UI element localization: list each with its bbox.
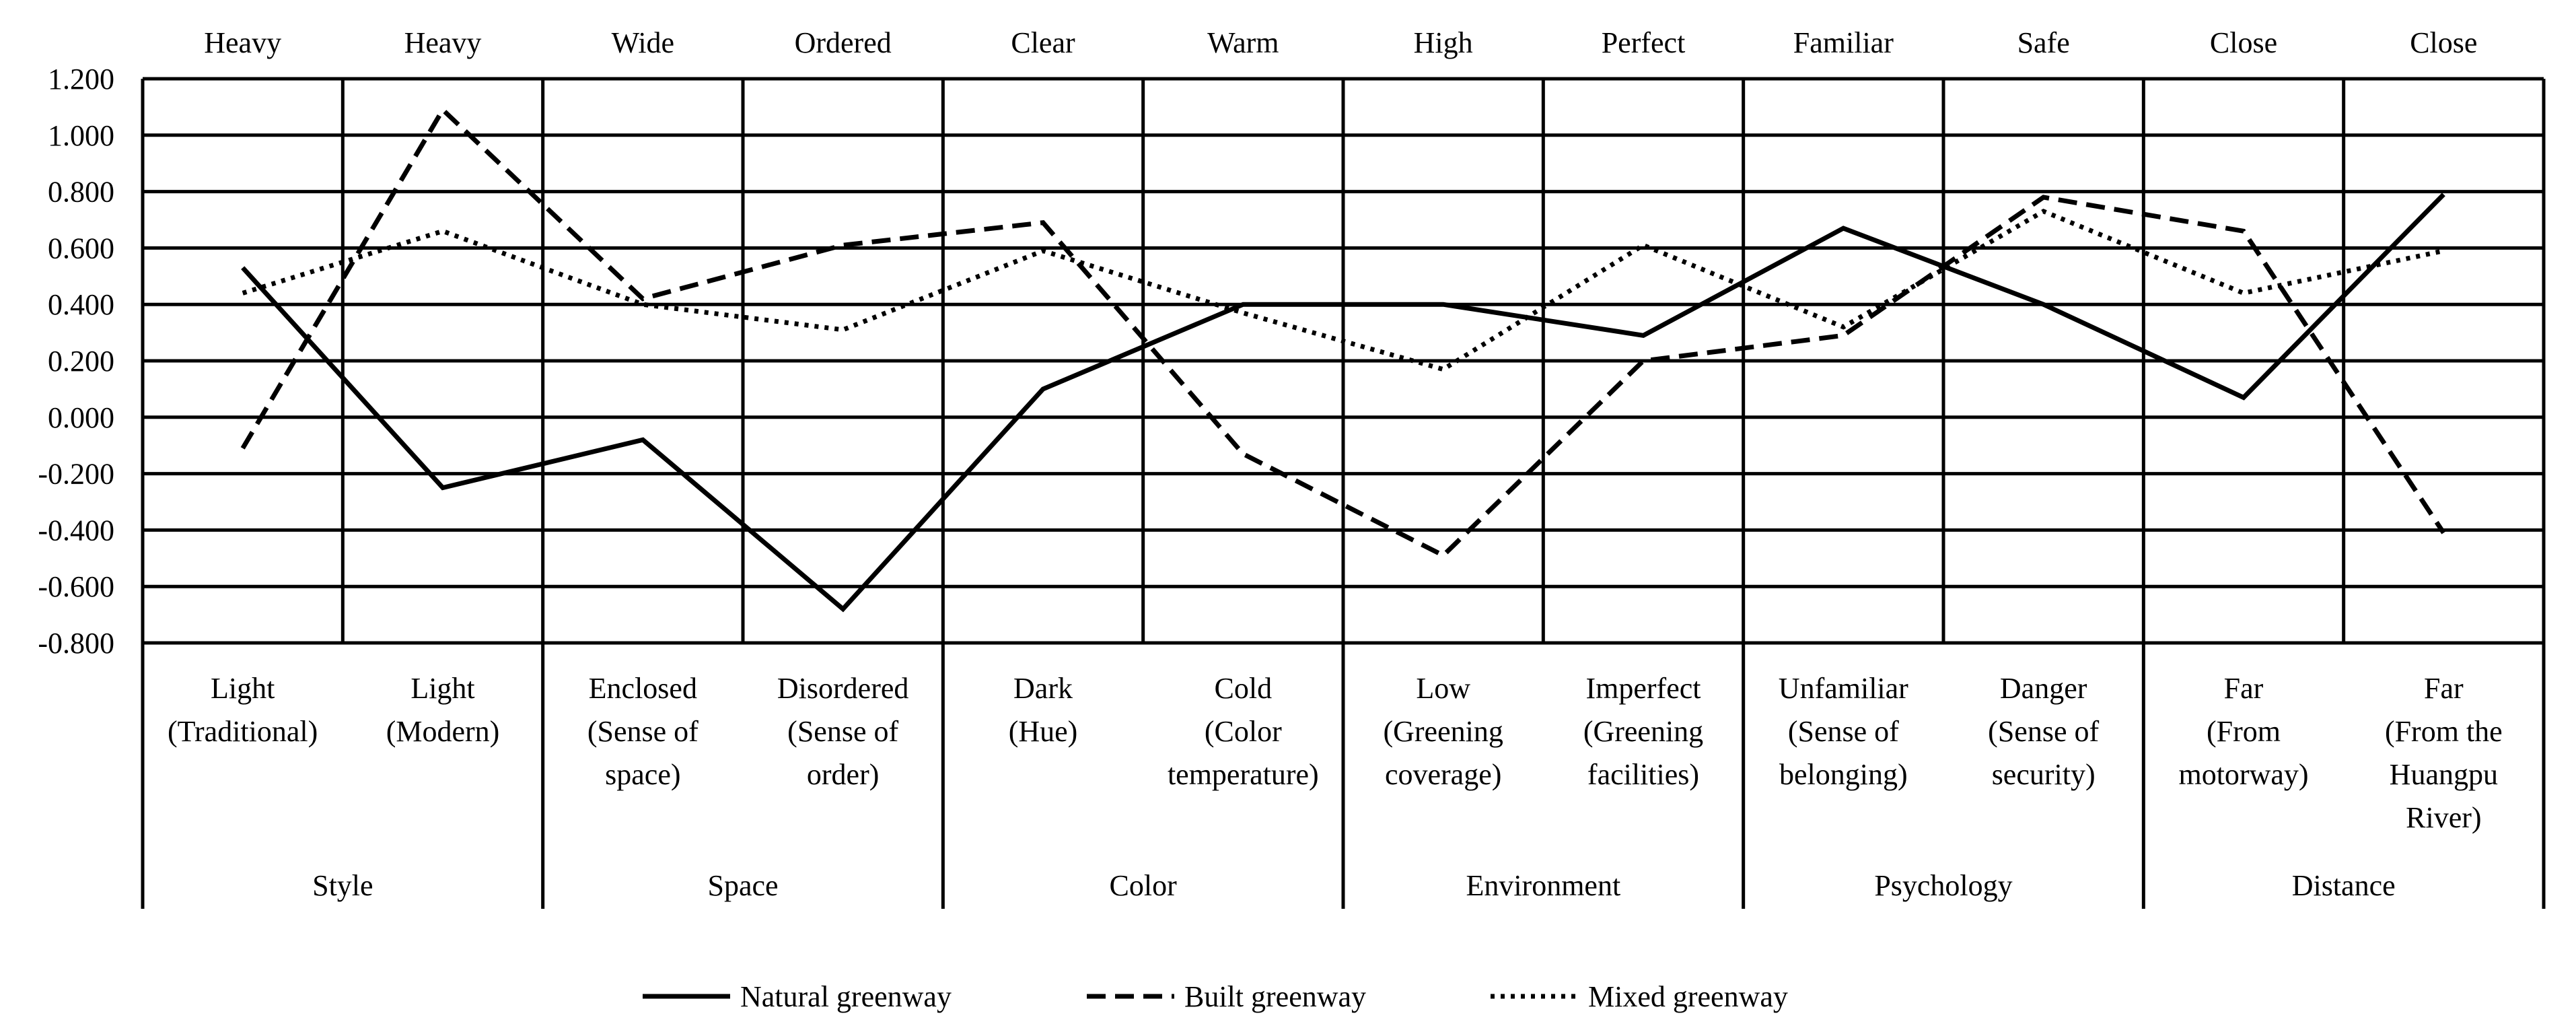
y-tick-label: 0.000 xyxy=(48,401,114,434)
bottom-label-line: order) xyxy=(807,758,880,791)
series-line-built-greenway xyxy=(240,106,2446,559)
group-label: Distance xyxy=(2292,869,2396,902)
bottom-label-line: Light xyxy=(211,672,275,705)
top-label: Close xyxy=(2210,26,2277,59)
top-label: Heavy xyxy=(204,26,281,59)
bottom-label-line: Huangpu xyxy=(2390,758,2498,791)
bottom-label-line: coverage) xyxy=(1385,758,1501,791)
top-pole-labels: Heavy Heavy Wide Ordered Clear Warm High Perfec… xyxy=(204,26,2477,59)
bottom-label-line: (From xyxy=(2207,715,2281,748)
bottom-label-line: (Greening xyxy=(1583,715,1703,748)
bottom-label-line: (From the xyxy=(2385,715,2503,748)
top-label: High xyxy=(1414,26,1473,59)
top-label: Safe xyxy=(2017,26,2070,59)
y-tick-label: -0.800 xyxy=(38,627,114,660)
top-label: Wide xyxy=(612,26,675,59)
bottom-label-line: Low xyxy=(1416,672,1470,705)
dimension-groups: Style Space Color Environment Psychology Dist… xyxy=(312,869,2396,902)
bottom-label-line: (Sense of xyxy=(1788,715,1899,748)
group-label: Color xyxy=(1110,869,1178,902)
series-lines xyxy=(240,106,2446,613)
bottom-label-line: (Greening xyxy=(1383,715,1503,748)
top-label: Warm xyxy=(1207,26,1279,59)
bottom-pole-labels: Light (Traditional) Light (Modern) Enclosed (… xyxy=(168,672,2503,834)
bottom-label-line: (Hue) xyxy=(1009,715,1078,748)
y-tick-label: 1.000 xyxy=(48,119,114,152)
bottom-label-line: (Sense of xyxy=(787,715,898,748)
top-label: Clear xyxy=(1011,26,1075,59)
top-label: Heavy xyxy=(404,26,482,59)
bottom-label-line: motorway) xyxy=(2178,758,2308,791)
top-label: Perfect xyxy=(1602,26,1686,59)
bottom-label-line: Far xyxy=(2224,672,2264,705)
group-label: Style xyxy=(312,869,373,902)
bottom-label-line: (Sense of xyxy=(587,715,699,748)
group-label: Space xyxy=(707,869,778,902)
bottom-label-line: (Color xyxy=(1205,715,1282,748)
bottom-label-line: Imperfect xyxy=(1586,672,1701,705)
legend: Natural greenway Built greenway Mixed gree… xyxy=(643,980,1788,1013)
y-tick-label: 0.800 xyxy=(48,176,114,209)
y-axis: 1.200 1.000 0.800 0.600 0.400 0.200 0.000 -0.20… xyxy=(38,63,114,660)
bottom-label-line: (Traditional) xyxy=(168,715,318,748)
chart-grid xyxy=(141,77,2546,909)
top-label: Ordered xyxy=(795,26,892,59)
bottom-label-line: Danger xyxy=(2000,672,2087,705)
group-label: Psychology xyxy=(1874,869,2012,902)
y-tick-label: -0.600 xyxy=(38,570,114,603)
bottom-label-line: Dark xyxy=(1013,672,1073,705)
y-tick-label: 1.200 xyxy=(48,63,114,96)
bottom-label-line: Disordered xyxy=(777,672,909,705)
bottom-label-line: temperature) xyxy=(1168,758,1319,791)
bottom-label-line: Light xyxy=(410,672,474,705)
bottom-label-line: (Sense of xyxy=(1988,715,2099,748)
y-tick-label: 0.600 xyxy=(48,232,114,265)
legend-label: Built greenway xyxy=(1184,980,1366,1013)
top-label: Familiar xyxy=(1793,26,1894,59)
bottom-label-line: belonging) xyxy=(1779,758,1908,791)
group-label: Environment xyxy=(1466,869,1620,902)
legend-label: Natural greenway xyxy=(740,980,952,1013)
bottom-label-line: (Modern) xyxy=(386,715,500,748)
bottom-label-line: Cold xyxy=(1215,672,1273,705)
y-tick-label: -0.200 xyxy=(38,458,114,491)
bottom-label-line: Enclosed xyxy=(589,672,697,705)
series-line-natural-greenway xyxy=(241,193,2445,613)
bottom-label-line: security) xyxy=(1992,758,2096,791)
bottom-label-line: Unfamiliar xyxy=(1779,672,1908,705)
bottom-label-line: River) xyxy=(2406,801,2481,834)
top-label: Close xyxy=(2410,26,2477,59)
bottom-label-line: Far xyxy=(2424,672,2464,705)
y-tick-label: 0.200 xyxy=(48,345,114,378)
bottom-label-line: facilities) xyxy=(1587,758,1699,791)
y-tick-label: -0.400 xyxy=(38,514,114,547)
legend-label: Mixed greenway xyxy=(1588,980,1788,1013)
y-tick-label: 0.400 xyxy=(48,288,114,321)
bottom-label-line: space) xyxy=(605,758,680,791)
series-line-mixed-greenway xyxy=(242,209,2445,372)
